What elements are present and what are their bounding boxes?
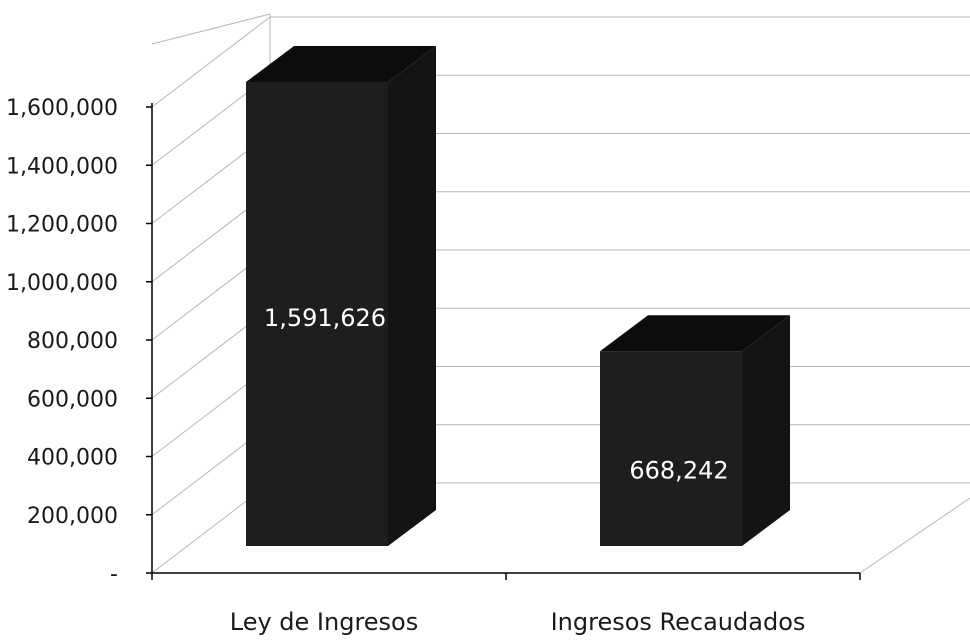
bar-1 — [600, 315, 790, 546]
y-tick-label: 400,000 — [27, 446, 118, 471]
x-axis-tick-labels: Ley de Ingresos Ingresos Recaudados — [230, 608, 806, 636]
data-label: 668,242 — [629, 457, 728, 485]
bar-top — [600, 315, 790, 352]
back-wall-top-edge — [151, 13, 271, 45]
y-tick-label: 800,000 — [27, 329, 118, 354]
y-axis-tick-labels: - 200,000 400,000 600,000 800,000 1,000,000 1,… — [6, 96, 118, 587]
axes — [146, 103, 861, 580]
y-tick-label: 200,000 — [27, 504, 118, 529]
data-labels: 1,591,626 668,242 — [264, 304, 729, 485]
y-tick-label: 1,000,000 — [6, 271, 118, 296]
bar-top — [246, 46, 436, 82]
gridline — [151, 16, 970, 108]
y-tick-label: 1,400,000 — [6, 154, 118, 179]
bar-0 — [246, 46, 436, 546]
x-tick-label: Ingresos Recaudados — [551, 608, 806, 636]
y-tick-label: 600,000 — [27, 387, 118, 412]
y-tick-label: 1,200,000 — [6, 213, 118, 238]
bar-front — [246, 82, 388, 546]
x-tick-label: Ley de Ingresos — [230, 608, 419, 636]
y-tick-label: 1,600,000 — [6, 96, 118, 121]
bar-side — [388, 46, 436, 546]
gridline-depth — [151, 16, 271, 108]
bar-side — [742, 315, 790, 546]
y-tick-label: - — [110, 562, 118, 587]
data-label: 1,591,626 — [264, 304, 386, 332]
floor-right-edge — [859, 497, 970, 574]
bar-front — [600, 351, 742, 546]
bars — [246, 46, 790, 546]
